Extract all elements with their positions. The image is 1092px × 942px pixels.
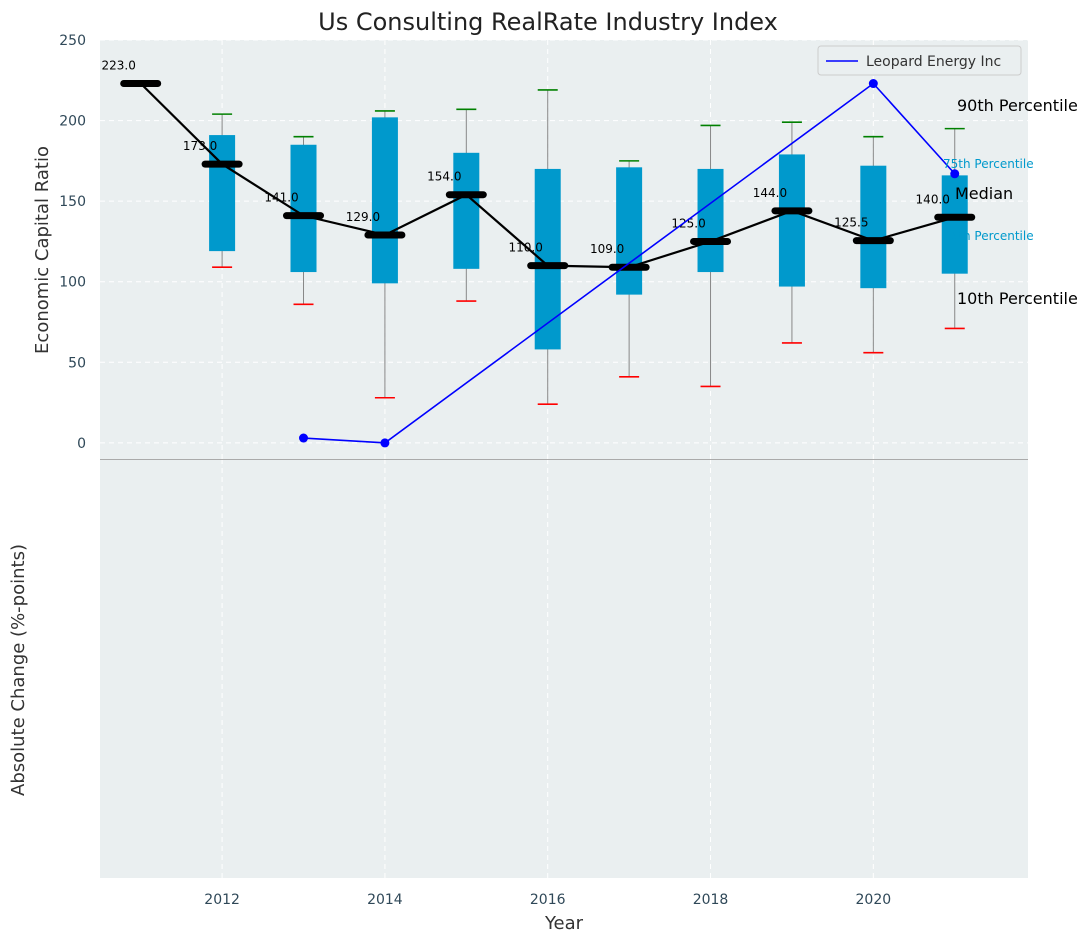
median-value-label: 129.0	[346, 210, 380, 224]
median-value-label: 144.0	[753, 186, 787, 200]
median-value-label: 173.0	[183, 139, 217, 153]
iqr-box	[941, 175, 968, 274]
iqr-box	[778, 154, 805, 287]
iqr-box	[616, 167, 643, 295]
annotation-10th: 10th Percentile	[957, 289, 1078, 308]
company-point	[380, 438, 390, 448]
bottom-gridlines	[100, 0, 1028, 878]
iqr-box	[290, 144, 317, 273]
top-y-axis-label: Economic Capital Ratio	[32, 146, 53, 354]
top-y-tick-label: 100	[59, 275, 86, 291]
bottom-plot-area	[100, 459, 1028, 878]
annotation-25th: 25th Percentile	[943, 229, 1034, 243]
top-y-tick-label: 50	[68, 355, 86, 371]
company-point	[868, 79, 878, 89]
median-value-label: 109.0	[590, 242, 624, 256]
top-y-tick-label: 0	[77, 436, 86, 452]
x-tick-label: 2020	[856, 892, 892, 908]
x-tick-label: 2018	[693, 892, 729, 908]
bottom-y-tick-label: 0	[77, 0, 86, 4]
bottom-y-tick-label: −4000	[39, 0, 86, 4]
axis-ticks: 0501001502002500−1000−2000−3000−4000−500…	[39, 0, 892, 908]
median-value-label: 154.0	[427, 170, 461, 184]
annotation-75th: 75th Percentile	[943, 157, 1034, 171]
bottom-y-axis-label: Absolute Change (%-points)	[8, 544, 29, 796]
top-plot-area	[100, 40, 1028, 459]
median-series: 223.0 173.0 141.0 129.0 154.0 110.0 109.0 125.0…	[102, 59, 976, 271]
bottom-y-tick-label: −3000	[39, 0, 86, 4]
iqr-box	[371, 117, 398, 284]
x-tick-label: 2016	[530, 892, 566, 908]
chart-title: Us Consulting RealRate Industry Index	[318, 8, 778, 36]
median-value-label: 141.0	[264, 191, 298, 205]
iqr-box	[697, 168, 724, 273]
top-y-tick-label: 200	[59, 114, 86, 130]
company-point	[950, 169, 960, 179]
median-value-label: 140.0	[916, 192, 950, 206]
x-tick-label: 2012	[204, 892, 240, 908]
median-value-label: 125.5	[834, 216, 868, 230]
bottom-y-tick-label: −5000	[39, 0, 86, 4]
legend-box	[817, 45, 1022, 76]
x-axis-label: Year	[544, 913, 584, 934]
median-value-label: 223.0	[102, 59, 136, 73]
bottom-y-tick-label: −2000	[39, 0, 86, 4]
company-point	[299, 433, 309, 443]
top-y-tick-label: 250	[59, 33, 86, 49]
annotation-90th: 90th Percentile	[957, 96, 1078, 115]
company-series	[299, 79, 960, 448]
legend-label: Leopard Energy Inc	[866, 54, 1001, 70]
median-value-label: 125.0	[671, 216, 705, 230]
annotation-median: Median	[955, 184, 1013, 203]
company-line	[303, 82, 956, 444]
x-tick-label: 2014	[367, 892, 403, 908]
top-y-tick-label: 150	[59, 194, 86, 210]
bottom-y-tick-label: −1000	[39, 0, 86, 4]
median-value-label: 110.0	[509, 241, 543, 255]
legend: Leopard Energy Inc	[817, 45, 1022, 76]
iqr-box	[453, 152, 480, 269]
iqr-box	[860, 165, 887, 289]
percentile-boxes	[209, 89, 968, 406]
